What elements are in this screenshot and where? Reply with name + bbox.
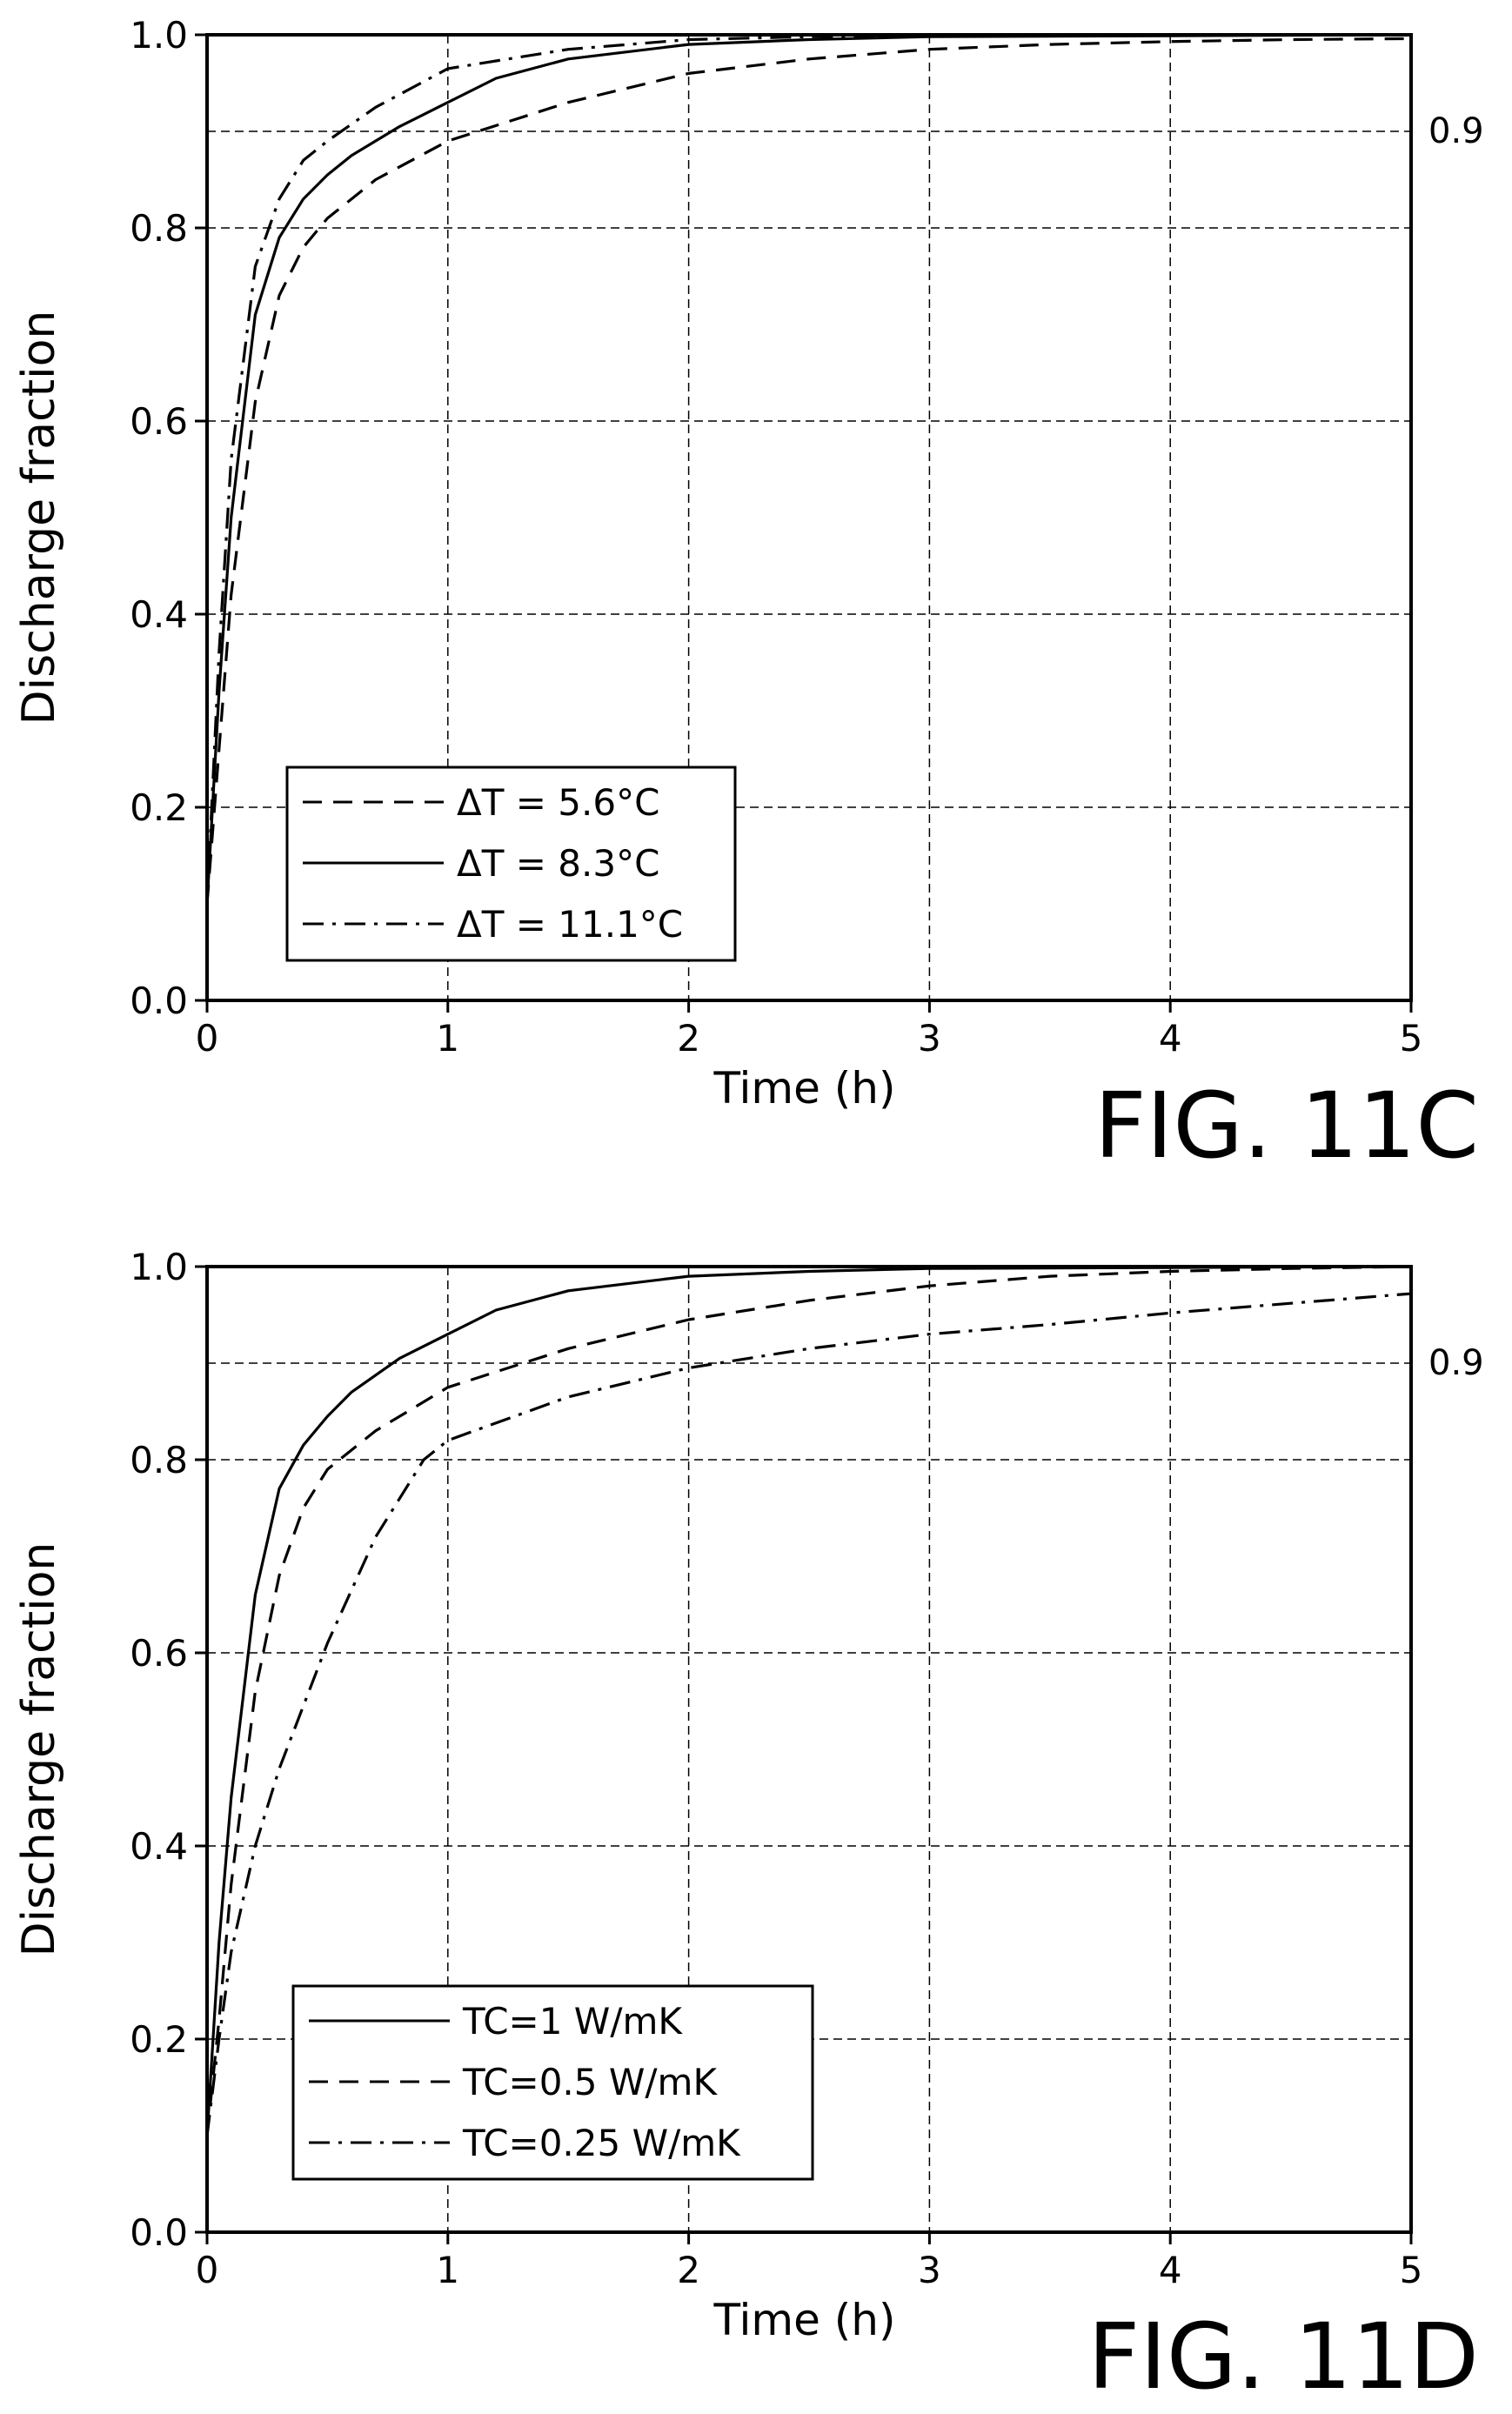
reference-line-label: 0.9 [1428,111,1484,151]
x-tick-label: 0 [196,2249,219,2291]
series-line-3 [205,1292,1412,2136]
figure-label: FIG. 11D [1087,2304,1479,2410]
y-tick-label: 0.0 [130,980,188,1022]
reference-line-label: 0.9 [1428,1343,1484,1383]
x-tick-label: 4 [1159,1017,1182,1060]
series-line-1 [205,37,1412,905]
y-tick-label: 1.0 [130,1246,188,1288]
y-tick-label: 0.8 [130,1439,188,1481]
y-tick-label: 1.0 [130,14,188,57]
x-tick-label: 4 [1159,2249,1182,2291]
series-line-1 [205,1265,1412,2136]
y-axis-label: Discharge fraction [13,1542,65,1957]
y-tick-label: 0.2 [130,786,188,829]
figure-label: FIG. 11C [1094,1073,1479,1179]
y-tick-label: 0.6 [130,400,188,443]
legend-label-3: TC=0.25 W/mK [462,2122,741,2164]
y-tick-label: 0.4 [130,593,188,636]
x-tick-label: 5 [1400,2249,1423,2291]
series-line-2 [205,33,1412,905]
x-tick-label: 3 [918,1017,941,1060]
series-line-2 [205,1265,1412,2136]
x-axis-label: Time (h) [713,2295,896,2345]
plot-frame [205,1265,1413,2234]
legend-label-3: ΔT = 11.1°C [457,903,683,946]
x-tick-label: 1 [436,1017,459,1060]
y-axis-label: Discharge fraction [13,311,65,726]
chart-fig-11d: 0.9 0 1 2 3 4 5 0.0 0.2 0.4 0.6 0.8 1.0 Time (h) Disch… [13,1246,1484,2410]
y-tick-label: 0.0 [130,2211,188,2254]
x-tick-label: 0 [196,1017,219,1060]
x-tick-label: 3 [918,2249,941,2291]
y-tick-label: 0.8 [130,207,188,250]
plot-frame [205,33,1413,1002]
legend-label-1: ΔT = 5.6°C [457,781,659,824]
y-tick-label: 0.6 [130,1632,188,1675]
x-tick-label: 2 [677,1017,700,1060]
x-tick-label: 2 [677,2249,700,2291]
x-tick-label: 1 [436,2249,459,2291]
x-axis-label: Time (h) [713,1063,896,1113]
legend-label-1: TC=1 W/mK [462,2000,683,2043]
series-line-3 [205,33,1411,905]
y-tick-label: 0.2 [130,2018,188,2061]
legend-label-2: TC=0.5 W/mK [462,2061,718,2103]
chart-fig-11c: 0.9 0 1 2 3 4 5 0.0 0.2 0.4 0.6 0.8 1.0 Time (h) Disch… [13,14,1484,1179]
y-tick-label: 0.4 [130,1825,188,1868]
legend-label-2: ΔT = 8.3°C [457,842,659,885]
x-tick-label: 5 [1400,1017,1423,1060]
